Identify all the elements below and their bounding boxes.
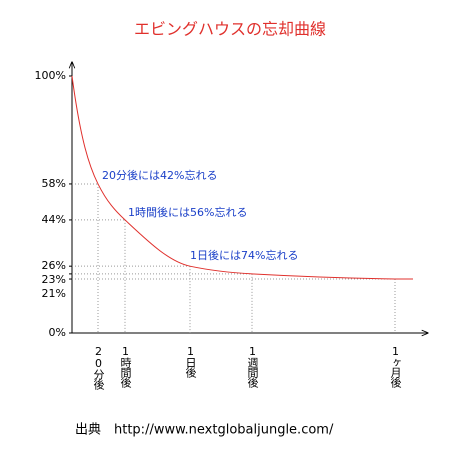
x-tick-label: 1ヶ月後 xyxy=(389,345,402,388)
annotation: 1時間後には56%忘れる xyxy=(128,205,247,219)
y-tick-label: 0% xyxy=(49,326,66,339)
x-tick-label: 1時間後 xyxy=(119,345,132,388)
y-tick-label: 23% xyxy=(42,273,66,286)
x-tick-label: 1日後 xyxy=(184,345,197,378)
y-tick-label: 44% xyxy=(42,213,66,226)
annotation: 20分後には42%忘れる xyxy=(102,168,217,182)
y-tick-label: 21% xyxy=(42,287,66,300)
x-tick-label: 1週間後 xyxy=(246,345,259,388)
y-tick-label: 100% xyxy=(35,69,66,82)
x-tick-label: 20分後 xyxy=(92,345,105,390)
source: 出典 http://www.nextglobaljungle.com/ xyxy=(75,423,334,438)
chart-title: エビングハウスの忘却曲線 xyxy=(134,20,326,39)
curve xyxy=(71,75,413,280)
y-tick-label: 26% xyxy=(42,259,66,272)
y-tick-label: 58% xyxy=(42,177,66,190)
annotation: 1日後には74%忘れる xyxy=(190,248,298,262)
